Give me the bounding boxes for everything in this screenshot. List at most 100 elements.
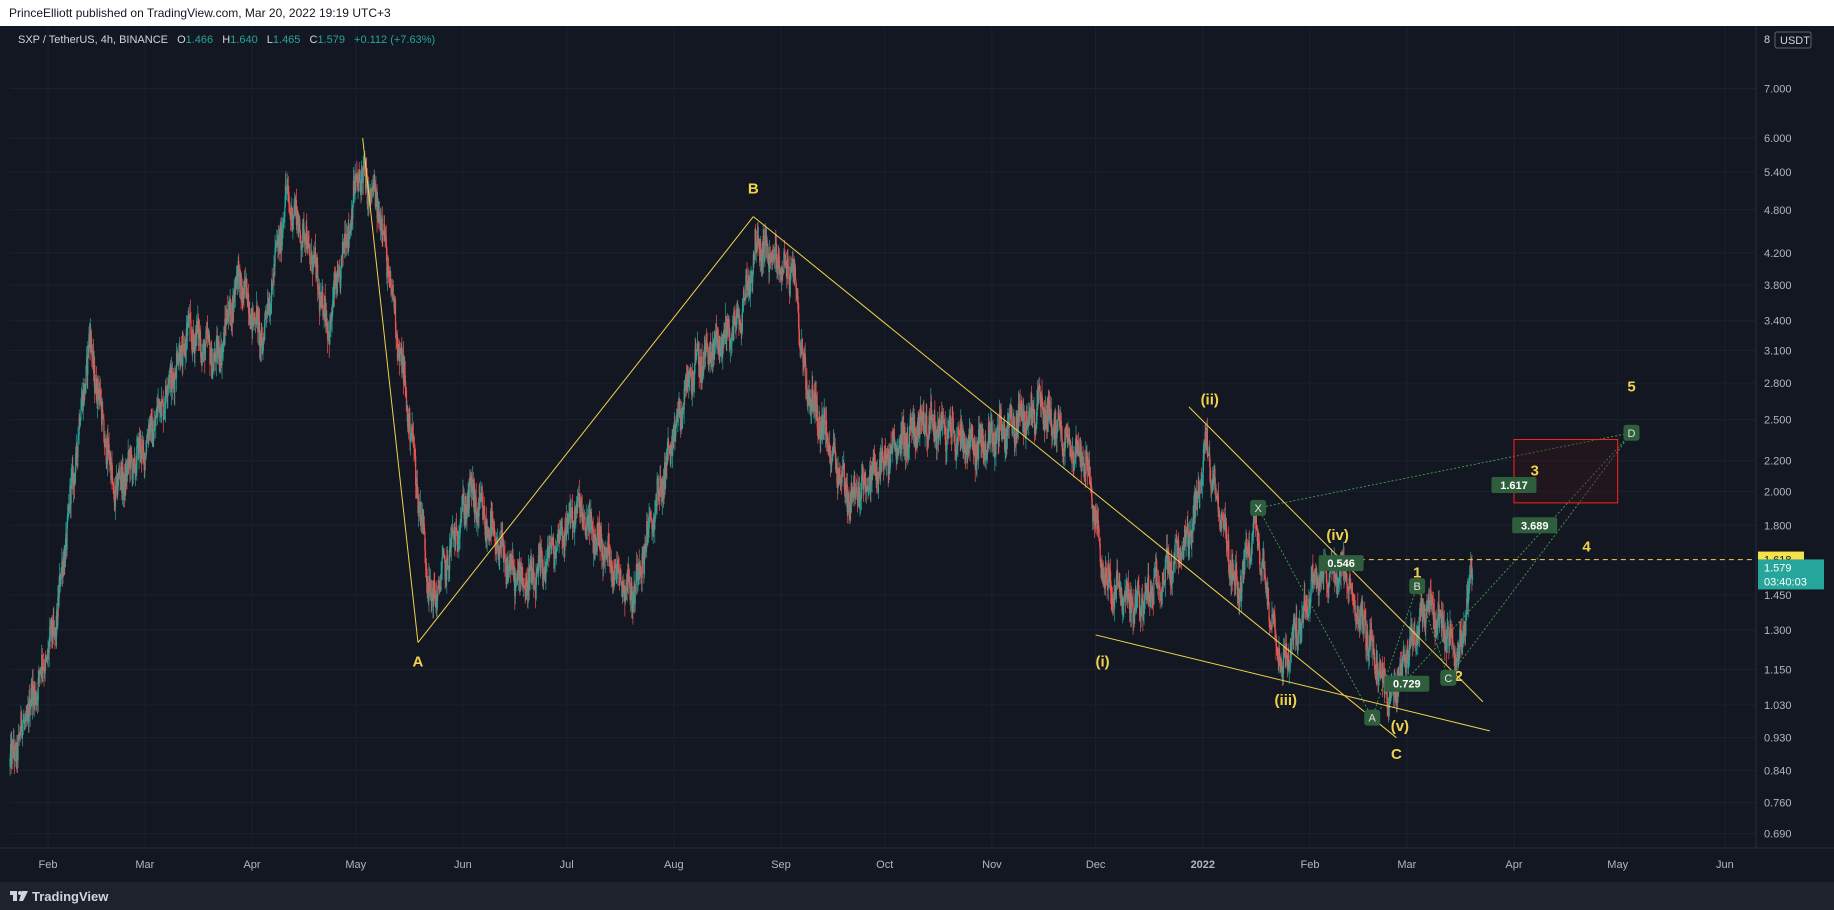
candle-body — [87, 345, 89, 376]
candle-body — [526, 580, 529, 596]
candle-body — [391, 287, 393, 294]
candle-body — [1097, 520, 1100, 529]
candle-body — [1247, 548, 1249, 553]
candle-body — [522, 585, 525, 587]
candle-body — [1417, 627, 1419, 644]
candle-body — [970, 433, 972, 442]
candle-body — [818, 416, 820, 440]
candle-body — [274, 247, 276, 267]
candle-body — [150, 416, 152, 433]
candle-body — [90, 330, 92, 345]
candle-body — [581, 506, 583, 523]
candle-body — [874, 461, 876, 468]
candle-body — [102, 409, 104, 419]
candle-body — [715, 323, 718, 343]
candle-body — [359, 177, 361, 184]
candle-body — [312, 255, 314, 273]
candle-body — [689, 367, 691, 380]
candle-body — [771, 258, 773, 262]
candle-body — [1221, 514, 1223, 520]
candle-body — [793, 259, 795, 273]
candle-body — [908, 426, 911, 448]
candle-body — [609, 560, 612, 562]
candle-body — [17, 739, 19, 761]
candle-body — [1099, 543, 1101, 563]
candle-body — [1212, 478, 1214, 480]
candle-body — [113, 491, 115, 503]
candle-body — [1137, 582, 1139, 596]
candle-body — [550, 545, 552, 547]
candle-body — [646, 521, 648, 542]
candle-body — [302, 223, 304, 243]
candle-body — [130, 454, 133, 463]
candle-body — [154, 423, 156, 430]
candle-body — [892, 430, 894, 445]
candle-body — [94, 364, 96, 393]
candle-body — [1297, 639, 1299, 646]
candle-body — [1172, 570, 1175, 572]
candle-body — [974, 440, 976, 453]
candle-body — [287, 186, 289, 192]
candle-body — [577, 493, 579, 498]
candle-body — [160, 399, 163, 417]
candle-body — [654, 513, 656, 530]
candle-body — [1414, 631, 1416, 644]
candle-body — [1380, 672, 1382, 675]
candle-body — [1061, 438, 1063, 451]
candle-body — [863, 482, 865, 489]
candle-body — [79, 419, 81, 426]
candle-body — [214, 351, 216, 358]
candle-body — [358, 174, 360, 183]
candle-body — [831, 454, 833, 459]
candle-body — [807, 391, 809, 407]
candle-body — [122, 467, 124, 494]
candle-body — [764, 229, 767, 235]
candle-body — [1075, 435, 1077, 459]
candle-body — [1296, 617, 1298, 646]
candle-body — [719, 336, 721, 357]
candle-body — [901, 420, 903, 450]
candle-body — [1199, 484, 1202, 486]
candle-body — [689, 367, 692, 374]
candle-body — [250, 314, 252, 329]
candle-body — [585, 526, 587, 537]
price-chart[interactable]: ABC(i)(ii)(iii)(iv)(v)123451.6173.6890.5… — [0, 26, 1834, 882]
candle-body — [1252, 513, 1255, 534]
candle-body — [360, 168, 363, 193]
candle-body — [524, 585, 526, 597]
candle-body — [1289, 660, 1291, 668]
candle-body — [1076, 435, 1078, 447]
candle-body — [74, 473, 76, 485]
candle-body — [1258, 539, 1260, 542]
candle-body — [704, 346, 707, 357]
candle-body — [131, 462, 133, 480]
candle-body — [586, 517, 588, 527]
candle-body — [1288, 667, 1290, 672]
candle-body — [285, 189, 288, 191]
candle-body — [186, 323, 189, 336]
candle-body — [835, 453, 837, 470]
candle-body — [994, 431, 996, 456]
candle-body — [1205, 432, 1207, 442]
candle-body — [1336, 573, 1338, 595]
candle-body — [494, 536, 496, 549]
candle-body — [761, 241, 764, 268]
candle-body — [920, 405, 922, 421]
candle-body — [1371, 629, 1373, 637]
candle-body — [716, 336, 718, 343]
candle-body — [478, 496, 480, 517]
candle-body — [1002, 434, 1005, 439]
candle-body — [491, 514, 493, 518]
candle-body — [1273, 611, 1275, 618]
candle-body — [417, 486, 419, 513]
candle-body — [523, 585, 525, 586]
candle-body — [175, 352, 178, 379]
candle-body — [1379, 661, 1381, 673]
candle-body — [996, 430, 998, 433]
candle-body — [35, 700, 38, 706]
chart-area[interactable]: A B C (i) (ii) (iii) (iv) (v) 1 2 3 4 5 1.617 3.689 0.5… — [0, 26, 1834, 882]
candle-body — [1357, 619, 1359, 622]
candle-body — [459, 522, 461, 538]
candle-body — [652, 523, 654, 533]
candle-body — [461, 508, 463, 515]
